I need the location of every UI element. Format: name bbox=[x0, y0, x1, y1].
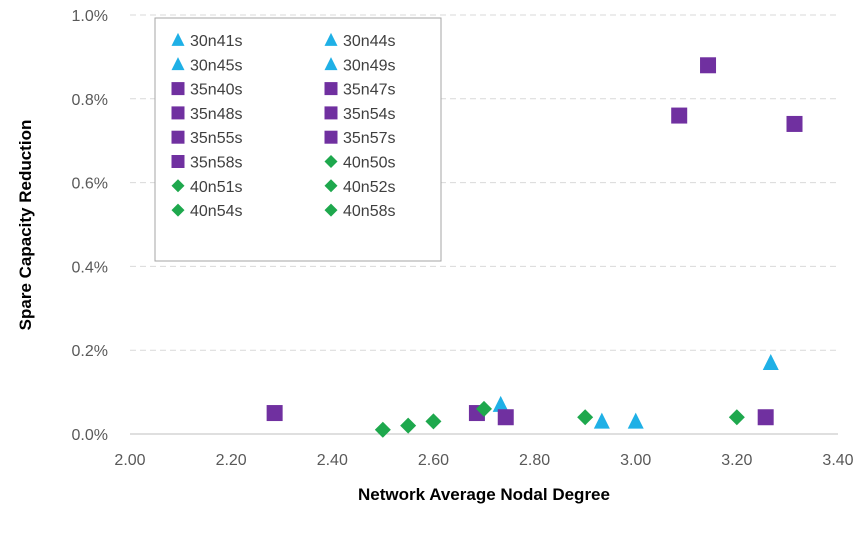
y-axis-title: Spare Capacity Reduction bbox=[16, 120, 35, 331]
legend-label: 30n45s bbox=[190, 57, 243, 74]
legend-label: 30n44s bbox=[343, 33, 396, 50]
legend-marker-40n50s bbox=[324, 155, 338, 168]
legend-marker-35n54s bbox=[324, 106, 338, 120]
data-point-40n51s bbox=[400, 417, 417, 434]
data-point-35n54s bbox=[671, 107, 688, 124]
data-point-30n44s bbox=[593, 412, 610, 429]
legend-label: 40n52s bbox=[343, 179, 396, 196]
legend-marker-30n49s bbox=[324, 57, 338, 71]
legend-label: 40n58s bbox=[343, 203, 396, 220]
legend-marker-35n55s bbox=[171, 130, 185, 144]
y-tick-label: 0.6% bbox=[72, 176, 108, 193]
legend-label: 35n48s bbox=[190, 106, 243, 123]
data-point-35n40s bbox=[266, 405, 283, 422]
y-tick-label: 0.4% bbox=[72, 259, 108, 276]
legend-label: 40n54s bbox=[190, 203, 243, 220]
legend-marker-30n44s bbox=[324, 32, 338, 46]
legend-marker-35n48s bbox=[171, 106, 185, 120]
legend-label: 30n41s bbox=[190, 33, 243, 50]
legend-label: 35n57s bbox=[343, 130, 396, 147]
legend: 30n41s 30n44s 30n45s 30n49s 35n40s 35n47s 35n4… bbox=[154, 17, 442, 262]
legend-marker-30n45s bbox=[171, 57, 185, 71]
data-point-35n57s bbox=[757, 409, 774, 426]
legend-marker-40n51s bbox=[171, 179, 185, 193]
legend-label: 30n49s bbox=[343, 57, 396, 74]
data-point-30n41s bbox=[492, 395, 509, 412]
legend-box bbox=[154, 17, 442, 262]
legend-label: 40n51s bbox=[190, 179, 243, 196]
x-tick-label: 3.00 bbox=[620, 452, 651, 469]
x-tick-label: 2.20 bbox=[216, 452, 247, 469]
data-point-35n58s bbox=[786, 115, 803, 132]
legend-label: 35n40s bbox=[190, 82, 243, 99]
data-point-40n58s bbox=[728, 409, 745, 426]
data-point-40n52s bbox=[425, 413, 442, 430]
legend-marker-35n58s bbox=[171, 155, 185, 168]
y-tick-label: 0.8% bbox=[72, 92, 108, 109]
x-tick-label: 2.80 bbox=[519, 452, 550, 469]
legend-marker-35n57s bbox=[324, 130, 338, 144]
y-tick-label: 0.0% bbox=[72, 427, 108, 444]
x-tick-label: 2.40 bbox=[317, 452, 348, 469]
data-point-40n54s bbox=[476, 400, 492, 417]
y-axis-ticks: 0.0% 0.2% 0.4% 0.6% 0.8% 1.0% bbox=[72, 8, 108, 444]
legend-label: 35n54s bbox=[343, 106, 396, 123]
x-tick-label: 2.60 bbox=[418, 452, 449, 469]
legend-marker-40n52s bbox=[324, 179, 338, 193]
legend-marker-40n54s bbox=[171, 203, 185, 217]
data-point-35n55s bbox=[700, 57, 717, 74]
data-point-40n50s bbox=[374, 421, 391, 438]
legend-marker-30n41s bbox=[171, 32, 185, 46]
x-tick-label: 3.40 bbox=[822, 452, 853, 469]
legend-marker-35n40s bbox=[171, 82, 185, 96]
legend-label: 40n50s bbox=[343, 155, 396, 172]
x-tick-label: 3.20 bbox=[721, 452, 752, 469]
legend-marker-40n58s bbox=[324, 203, 338, 217]
data-point-30n45s bbox=[627, 412, 644, 429]
x-tick-label: 2.00 bbox=[114, 452, 145, 469]
legend-label: 35n47s bbox=[343, 82, 396, 99]
data-points bbox=[266, 57, 803, 438]
legend-label: 35n55s bbox=[190, 130, 243, 147]
y-tick-label: 1.0% bbox=[72, 8, 108, 25]
legend-marker-35n47s bbox=[324, 82, 338, 96]
legend-label: 35n58s bbox=[190, 155, 243, 172]
x-axis-title: Network Average Nodal Degree bbox=[358, 485, 610, 504]
x-axis-ticks: 2.00 2.20 2.40 2.60 2.80 3.00 3.20 3.40 bbox=[114, 452, 853, 469]
y-tick-label: 0.2% bbox=[72, 343, 108, 360]
data-point-35n48s bbox=[497, 409, 514, 426]
data-point-40n58s bbox=[577, 409, 594, 426]
gridlines bbox=[130, 14, 838, 351]
data-point-30n49s bbox=[762, 353, 779, 370]
